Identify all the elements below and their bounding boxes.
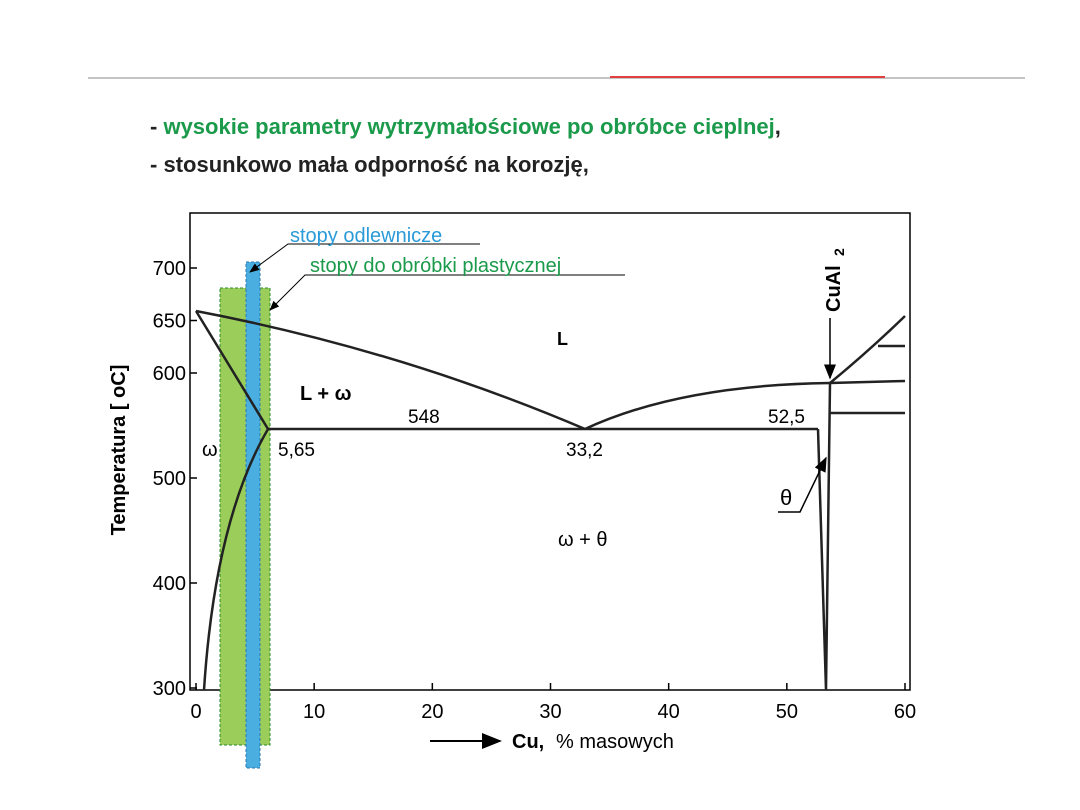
liquidus-right <box>584 381 831 431</box>
wrought-leader <box>269 274 625 311</box>
solidus <box>194 310 270 430</box>
bullet-dash: - <box>150 114 158 139</box>
legend-wrought: stopy do obróbki plastycznej <box>310 255 561 277</box>
compound-subscript: 2 <box>831 248 847 256</box>
theta-arrow <box>778 456 827 513</box>
theta-region <box>816 382 832 691</box>
phase-label: L <box>557 329 568 349</box>
legend-casting: stopy odlewnicze <box>290 225 442 247</box>
annotation: 33,2 <box>566 440 603 461</box>
solvus <box>202 428 270 691</box>
phase-lines <box>194 309 906 691</box>
bullet-highlight: wysokie parametry wytrzymałościowe po ob… <box>163 114 775 139</box>
y-tick-label: 400 <box>153 573 186 595</box>
annotation: 5,65 <box>278 440 315 461</box>
x-tick-label: 20 <box>421 701 443 723</box>
x-tick-label: 10 <box>303 701 325 723</box>
right-line <box>829 379 906 385</box>
bullet-tail: , <box>774 114 781 139</box>
bullet: - stosunkowo mała odporność na korozję, <box>150 152 589 178</box>
x-tick-label: 60 <box>894 701 916 723</box>
wrought-range <box>219 287 271 746</box>
compound-label: CuAl 2 <box>823 248 847 312</box>
y-axis-title: Temperatura [ oC] <box>108 365 130 536</box>
phase-label: ω <box>202 439 218 461</box>
x-tick-label: 50 <box>776 701 798 723</box>
x-axis-title: % masowych <box>556 731 674 753</box>
x-axis-title: Cu, <box>512 731 544 753</box>
compound: CuAl <box>823 265 845 312</box>
axis-ticks: 0 10 20 30 40 50 60 300 400 500 600 650 700 <box>153 258 917 723</box>
casting-leader <box>249 243 480 273</box>
bullet: - wysokie parametry wytrzymałościowe po … <box>150 114 781 140</box>
y-tick-label: 600 <box>153 363 186 385</box>
bullet-text: stosunkowo mała odporność na korozję <box>163 152 583 177</box>
y-tick-label: 650 <box>153 311 186 333</box>
y-tick-label: 500 <box>153 468 186 490</box>
phase-label: θ <box>780 485 792 510</box>
phase-label: L + ω <box>300 383 352 405</box>
bullet-dash: - <box>150 152 158 177</box>
x-tick-label: 40 <box>658 701 680 723</box>
bullet-tail: , <box>582 152 589 177</box>
x-tick-label: 0 <box>190 701 201 723</box>
y-tick-label: 700 <box>153 258 186 280</box>
y-tick-label: 300 <box>153 678 186 700</box>
phase-label: ω + θ <box>558 529 608 551</box>
liquidus-left <box>195 309 586 431</box>
x-tick-label: 30 <box>539 701 561 723</box>
annotation: 52,5 <box>768 407 805 428</box>
right-curve <box>829 315 906 384</box>
casting-range <box>245 261 261 769</box>
annotation: 548 <box>408 407 440 428</box>
